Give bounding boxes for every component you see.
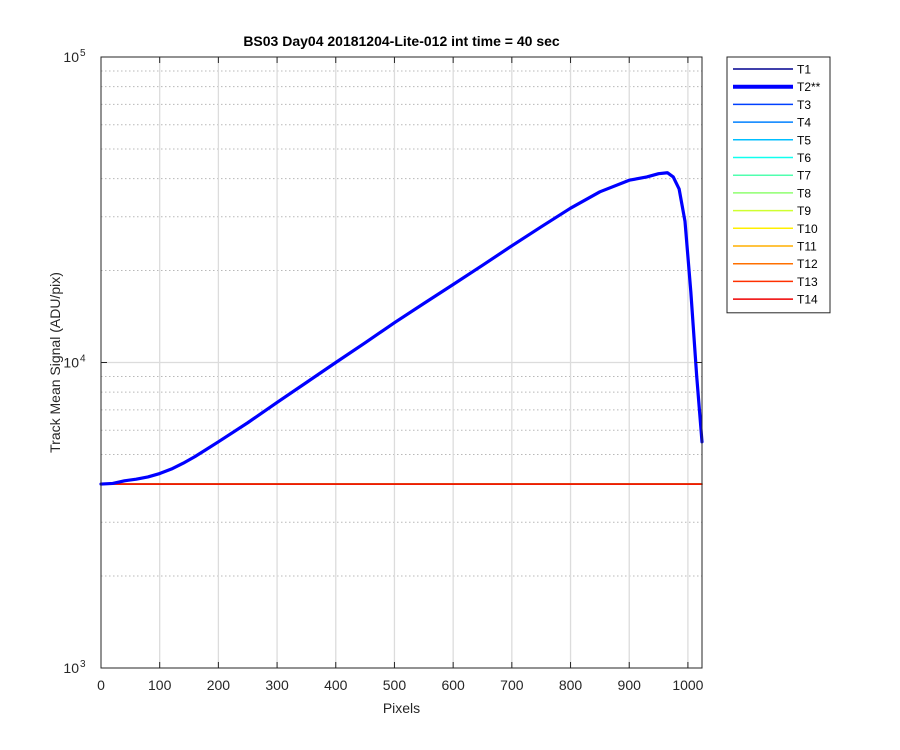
x-tick-label: 500 [383,677,407,693]
legend-label: T9 [797,204,811,218]
x-tick-label: 400 [324,677,348,693]
x-tick-label: 0 [97,677,105,693]
y-tick-exponent: 3 [80,659,86,670]
legend-label: T10 [797,222,818,236]
x-axis-label: Pixels [383,700,420,716]
chart-title: BS03 Day04 20181204-Lite-012 int time = … [243,33,560,49]
legend-label: T14 [797,293,818,307]
series-line-t2 [99,171,704,486]
major-grid [101,57,702,668]
x-tick-label: 1000 [672,677,703,693]
x-tick-label: 900 [618,677,642,693]
legend-label: T5 [797,133,811,147]
y-tick-exponent: 5 [80,48,86,59]
legend-label: T3 [797,98,811,112]
y-tick-label: 10 [63,660,79,676]
legend-label: T12 [797,257,818,271]
legend-label: T13 [797,275,818,289]
legend-label: T7 [797,169,811,183]
x-tick-label: 200 [207,677,231,693]
x-tick-label: 300 [265,677,289,693]
y-tick-exponent: 4 [80,354,86,365]
legend-box [726,56,831,314]
legend-label: T1 [797,63,811,77]
x-axis-ticks: 0 100 200 300 400 500 600 700 800 900 1000 [97,57,704,693]
legend-label: T4 [797,116,811,130]
legend-label: T2** [797,80,821,94]
y-tick-label: 10 [63,355,79,371]
x-tick-label: 600 [441,677,465,693]
x-tick-label: 800 [559,677,583,693]
x-tick-label: 700 [500,677,524,693]
legend: T1 T2** T3 T4 T5 T6 T7 T8 T9 T10 T11 T12 T13 T14 [726,56,831,314]
y-tick-label: 10 [63,49,79,65]
legend-label: T11 [797,240,817,254]
plot-lines [99,171,704,486]
x-tick-label: 100 [148,677,172,693]
y-axis-label: Track Mean Signal (ADU/pix) [47,272,63,453]
legend-label: T8 [797,186,811,200]
legend-label: T6 [797,151,811,165]
